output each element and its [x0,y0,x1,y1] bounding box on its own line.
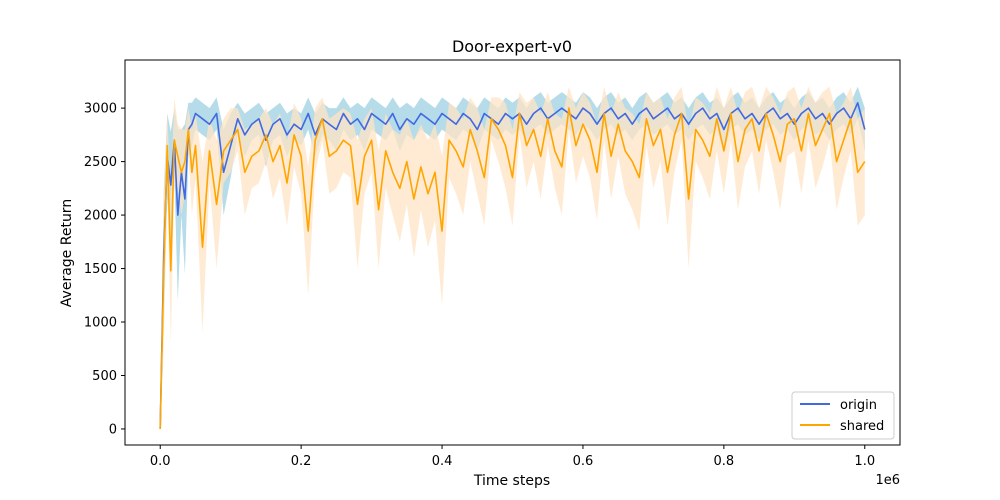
y-tick-label: 2000 [84,209,117,224]
x-tick-label: 1.0 [854,454,875,469]
y-axis-ticks: 0 500 1000 1500 2000 2500 3000 [84,102,125,437]
legend-label-shared: shared [840,419,884,434]
y-tick-label: 2500 [84,155,117,170]
series-line-shared [159,107,866,430]
series-lines [159,102,866,430]
legend-label-origin: origin [840,398,877,413]
legend: origin shared [791,391,895,440]
chart-title: Door-expert-v0 [452,37,572,56]
y-tick-label: 1500 [84,262,117,277]
x-tick-label: 0.4 [432,454,453,469]
y-tick-label: 0 [109,422,117,437]
band-shared [160,86,865,429]
x-tick-label: 0.6 [573,454,594,469]
x-axis-label: Time steps [473,473,550,489]
y-tick-label: 500 [92,369,117,384]
y-axis-label: Average Return [59,199,75,307]
y-tick-label: 3000 [84,102,117,117]
series-line-origin [159,102,866,430]
x-axis-ticks: 0.0 0.2 0.4 0.6 0.8 1.0 [150,445,875,469]
y-tick-label: 1000 [84,316,117,331]
x-tick-label: 0.2 [291,454,312,469]
x-tick-label: 0.8 [714,454,735,469]
plot-area [124,59,901,446]
plot-frame [124,59,901,446]
x-axis-offset-label: 1e6 [875,473,900,488]
x-tick-label: 0.0 [150,454,171,469]
